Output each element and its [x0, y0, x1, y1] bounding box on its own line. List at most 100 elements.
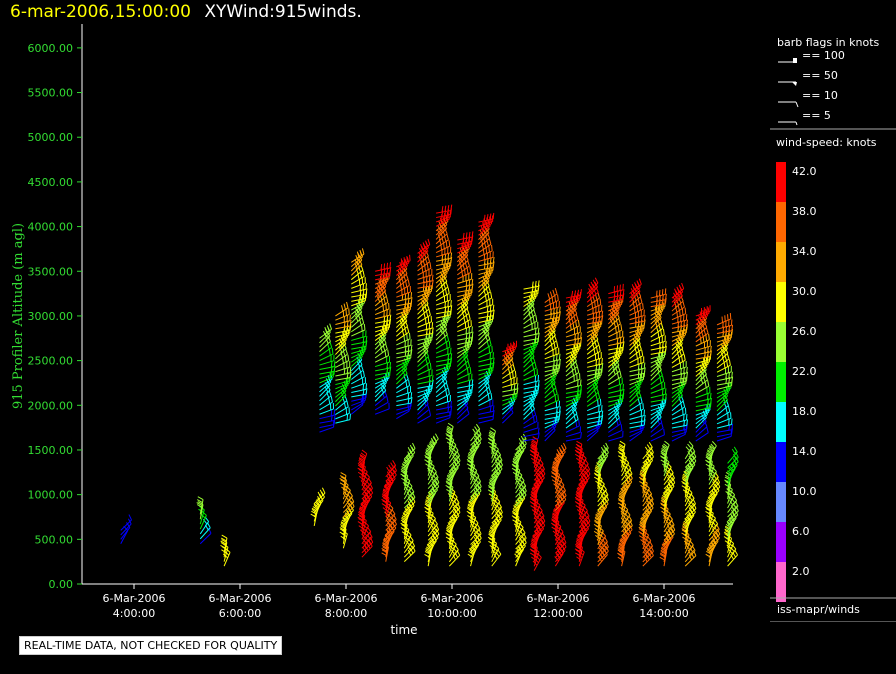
wind-barb: [396, 402, 411, 415]
wind-barb: [716, 405, 731, 420]
wind-barb: [374, 323, 390, 337]
wind-barb: [523, 280, 540, 290]
wind-barb: [544, 406, 561, 416]
wind-barb: [621, 515, 633, 533]
wind-barb: [695, 386, 711, 399]
wind-barb: [396, 392, 413, 402]
wind-barb: [478, 399, 494, 411]
wind-barb: [716, 365, 732, 377]
wind-barb: [544, 300, 560, 312]
wind-barb: [446, 422, 454, 442]
y-tick-label: 500.00: [35, 533, 74, 546]
wind-barb: [565, 407, 578, 425]
wind-barb: [335, 308, 350, 321]
wind-barb: [478, 352, 494, 363]
wind-barb: [335, 342, 347, 360]
wind-barb: [457, 320, 472, 333]
barb-legend-item: == 50: [778, 69, 838, 86]
wind-barb: [650, 335, 666, 347]
wind-barb: [671, 342, 684, 360]
wind-barb: [403, 540, 416, 558]
wind-barb: [491, 506, 503, 524]
wind-barb: [565, 426, 581, 438]
wind-barb: [523, 374, 540, 386]
wind-barb: [435, 376, 448, 393]
wind-barb: [457, 373, 473, 385]
wind-barb: [533, 519, 546, 537]
wind-barb: [417, 362, 432, 376]
wind-barb: [629, 338, 641, 355]
colorbar-label: 22.0: [792, 365, 817, 378]
y-tick-label: 6000.00: [28, 42, 74, 55]
wind-barb: [436, 357, 453, 367]
wind-barb: [684, 446, 696, 464]
wind-barb: [671, 319, 689, 329]
wind-barb: [335, 301, 349, 317]
wind-barb: [671, 366, 688, 377]
wind-barb: [597, 442, 609, 460]
wind-barb: [708, 476, 721, 494]
wind-barb: [491, 548, 502, 567]
y-tick-label: 2000.00: [28, 399, 74, 412]
wind-barb: [565, 373, 581, 386]
wind-barb: [523, 327, 540, 338]
wind-barb: [343, 500, 355, 518]
wind-barb: [642, 545, 654, 563]
wind-barb: [448, 544, 459, 563]
wind-barb: [555, 442, 567, 460]
wind-barb: [608, 383, 624, 394]
wind-barb: [120, 514, 132, 531]
wind-barb: [478, 405, 495, 415]
quality-warning-label: REAL-TIME DATA, NOT CHECKED FOR QUALITY: [19, 636, 283, 655]
wind-barb: [716, 371, 733, 382]
wind-barb: [351, 277, 366, 289]
wind-barb: [351, 283, 367, 294]
wind-barb: [608, 336, 625, 347]
wind-barb: [608, 417, 622, 433]
wind-barb: [361, 531, 373, 549]
wind-barb: [554, 532, 566, 550]
wind-barb: [435, 300, 452, 310]
wind-barb: [470, 476, 482, 494]
wind-barb: [716, 312, 732, 326]
wind-barb: [456, 254, 469, 271]
wind-barb: [629, 290, 642, 307]
barb-legend-item: == 10: [778, 89, 838, 108]
wind-barb: [565, 289, 582, 299]
barb-legend-label: == 5: [802, 109, 831, 122]
wind-barb: [695, 392, 712, 403]
wind-barb: [586, 398, 602, 412]
wind-barb: [427, 524, 440, 541]
y-tick-label: 3500.00: [28, 265, 74, 278]
wind-barb: [650, 382, 666, 394]
x-tick-time-label: 12:00:00: [533, 607, 582, 620]
wind-barb: [319, 335, 331, 353]
wind-barb: [671, 323, 688, 334]
y-axis-title: 915 Profiler Altitude (m agl): [11, 223, 26, 409]
x-tick-time-label: 6:00:00: [219, 607, 261, 620]
wind-barb: [335, 314, 351, 325]
x-tick-date-label: 6-Mar-2006: [421, 592, 484, 605]
wind-barb: [470, 528, 482, 545]
wind-barb: [374, 390, 388, 406]
y-tick-label: 4000.00: [28, 221, 74, 234]
wind-barb: [470, 429, 482, 446]
wind-barb: [374, 302, 390, 316]
x-tick-time-label: 14:00:00: [639, 607, 688, 620]
wind-barb: [319, 348, 334, 362]
wind-barb: [435, 228, 448, 245]
wind-barb: [436, 252, 453, 262]
wind-barb: [650, 328, 665, 342]
wind-barb: [351, 330, 367, 341]
wind-barb: [608, 298, 623, 312]
wind-barb: [374, 396, 389, 411]
wind-barb: [491, 501, 502, 520]
x-tick-date-label: 6-Mar-2006: [633, 592, 696, 605]
wind-barb: [608, 283, 624, 295]
wind-barb: [351, 370, 365, 385]
wind-barb: [403, 442, 416, 460]
wind-barb: [586, 277, 599, 294]
wind-barb: [491, 454, 503, 472]
wind-barb: [544, 410, 561, 420]
wind-barb: [385, 460, 397, 478]
